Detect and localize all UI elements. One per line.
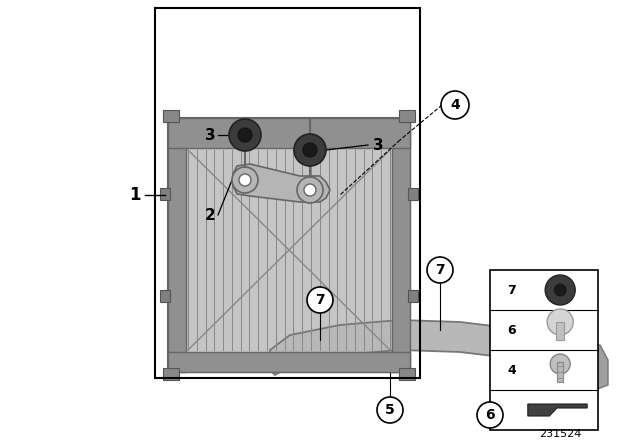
- Circle shape: [229, 119, 261, 151]
- Bar: [160, 188, 170, 200]
- Text: 5: 5: [385, 403, 395, 417]
- Polygon shape: [270, 320, 585, 375]
- Circle shape: [588, 371, 596, 379]
- Circle shape: [307, 287, 333, 313]
- Bar: [155, 8, 420, 378]
- Circle shape: [427, 257, 453, 283]
- Circle shape: [232, 167, 258, 193]
- Text: 1: 1: [129, 186, 141, 204]
- Text: 3: 3: [205, 128, 215, 142]
- Text: 7: 7: [435, 263, 445, 277]
- Bar: [163, 368, 179, 380]
- Text: 7: 7: [315, 293, 325, 307]
- Bar: [168, 118, 186, 372]
- Bar: [168, 118, 410, 148]
- Circle shape: [550, 354, 570, 374]
- Bar: [399, 110, 415, 122]
- Circle shape: [545, 275, 575, 305]
- Circle shape: [547, 309, 573, 335]
- Circle shape: [294, 134, 326, 166]
- Circle shape: [303, 143, 317, 157]
- Circle shape: [441, 91, 469, 119]
- Circle shape: [377, 397, 403, 423]
- Circle shape: [239, 174, 251, 186]
- Bar: [408, 188, 418, 200]
- Polygon shape: [575, 345, 608, 390]
- Circle shape: [238, 128, 252, 142]
- Text: 6: 6: [508, 323, 516, 336]
- Polygon shape: [233, 164, 330, 202]
- Bar: [163, 110, 179, 122]
- Circle shape: [304, 184, 316, 196]
- Text: 4: 4: [508, 363, 516, 376]
- Bar: [399, 368, 415, 380]
- Bar: [556, 322, 564, 340]
- Text: 2: 2: [205, 207, 216, 223]
- Polygon shape: [528, 404, 588, 416]
- Text: 4: 4: [450, 98, 460, 112]
- Circle shape: [297, 177, 323, 203]
- Text: 3: 3: [372, 138, 383, 152]
- Bar: [408, 290, 418, 302]
- Bar: [160, 290, 170, 302]
- Bar: [168, 118, 410, 372]
- Circle shape: [477, 402, 503, 428]
- Bar: [557, 362, 563, 382]
- Text: 6: 6: [485, 408, 495, 422]
- Circle shape: [554, 284, 566, 296]
- Text: 231524: 231524: [539, 429, 581, 439]
- Bar: [392, 118, 410, 372]
- Bar: [490, 270, 598, 430]
- Bar: [168, 352, 410, 372]
- Text: 7: 7: [508, 284, 516, 297]
